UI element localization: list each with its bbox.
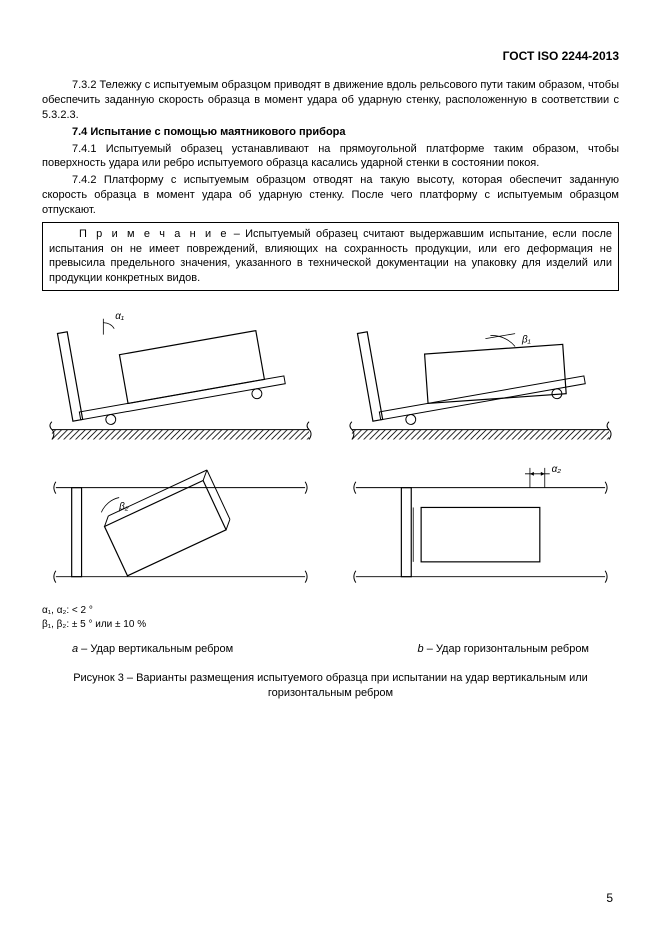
section-title-7-4: 7.4 Испытание с помощью маятникового при… <box>42 125 619 140</box>
svg-text:β₂: β₂ <box>118 501 129 512</box>
diagram-b-top-icon: α₂ <box>342 458 619 596</box>
label-b: b – Удар горизонтальным ребром <box>418 642 589 657</box>
tol-beta: β₁, β₂: ± 5 ° или ± 10 % <box>42 618 619 632</box>
figure-row-top: α₁ <box>42 301 619 449</box>
para-7-4-1: 7.4.1 Испытуемый образец устанавливают н… <box>42 142 619 172</box>
diagram-b-side-icon: β₁ <box>342 301 619 449</box>
diagram-a-top-icon: β₂ <box>42 458 319 596</box>
tolerances: α₁, α₂: < 2 ° β₁, β₂: ± 5 ° или ± 10 % <box>42 604 619 632</box>
doc-header: ГОСТ ISO 2244-2013 <box>42 48 619 64</box>
svg-text:α₁: α₁ <box>115 311 124 322</box>
figure-sublabels: a – Удар вертикальным ребром b – Удар го… <box>42 642 619 657</box>
figure-b-top: β₁ <box>342 301 619 449</box>
page: ГОСТ ISO 2244-2013 7.3.2 Тележку с испыт… <box>0 0 661 936</box>
figure-3: α₁ <box>42 301 619 700</box>
note-box: П р и м е ч а н и е – Испытуемый образец… <box>42 222 619 291</box>
figure-caption: Рисунок 3 – Варианты размещения испытуем… <box>42 671 619 701</box>
label-a: a – Удар вертикальным ребром <box>72 642 233 657</box>
svg-text:β₁: β₁ <box>521 335 531 346</box>
svg-text:α₂: α₂ <box>552 463 562 474</box>
para-7-4-2: 7.4.2 Платформу с испытуемым образцом от… <box>42 173 619 218</box>
figure-row-bottom: β₂ <box>42 458 619 596</box>
figure-b-bottom: α₂ <box>342 458 619 596</box>
page-number: 5 <box>606 890 613 906</box>
para-7-3-2: 7.3.2 Тележку с испытуемым образцом прив… <box>42 78 619 123</box>
figure-a-top: α₁ <box>42 301 319 449</box>
tol-alpha: α₁, α₂: < 2 ° <box>42 604 619 618</box>
figure-a-bottom: β₂ <box>42 458 319 596</box>
note-label: П р и м е ч а н и е <box>79 228 228 240</box>
diagram-a-side-icon: α₁ <box>42 301 319 449</box>
